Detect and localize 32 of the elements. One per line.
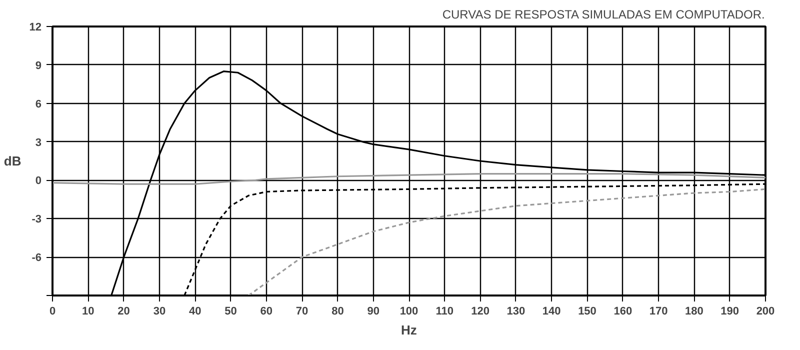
x-axis-title: Hz (401, 322, 418, 338)
y-tick-label: -6 (32, 252, 42, 264)
x-tick-label: 140 (542, 306, 561, 318)
x-tick-label: 90 (367, 306, 380, 318)
y-tick-label: 9 (35, 60, 42, 72)
x-tick-label: 170 (649, 306, 668, 318)
x-tick-label: 160 (614, 306, 632, 318)
x-tick-label: 120 (471, 306, 490, 318)
x-tick-label: 60 (260, 306, 273, 318)
x-tick-label: 100 (400, 306, 418, 318)
x-tick-label: 190 (720, 306, 740, 318)
x-tick-label: 70 (296, 306, 308, 318)
x-tick-label: 0 (49, 306, 56, 318)
y-tick-label: -3 (32, 214, 42, 226)
x-tick-label: 30 (153, 306, 166, 318)
y-axis-title: dB (4, 154, 22, 168)
x-tick-label: 80 (332, 306, 344, 318)
chart-title: CURVAS DE RESPOSTA SIMULADAS EM COMPUTADOR. (442, 8, 765, 22)
x-tick-label: 50 (224, 306, 237, 318)
x-tick-label: 110 (436, 306, 454, 318)
x-tick-label: 130 (506, 306, 526, 318)
x-tick-label: 10 (82, 306, 94, 318)
y-tick-label: 12 (29, 22, 42, 34)
y-tick-label: 0 (35, 175, 42, 188)
line-series (52, 173, 766, 185)
y-tick-label: 6 (35, 98, 42, 110)
x-tick-label: 200 (756, 306, 775, 318)
y-tick-label: 3 (35, 136, 42, 149)
x-tick-label: 150 (578, 306, 596, 318)
x-tick-label: 40 (188, 306, 202, 318)
x-tick-label: 180 (685, 306, 704, 318)
x-tick-label: 20 (118, 306, 130, 318)
